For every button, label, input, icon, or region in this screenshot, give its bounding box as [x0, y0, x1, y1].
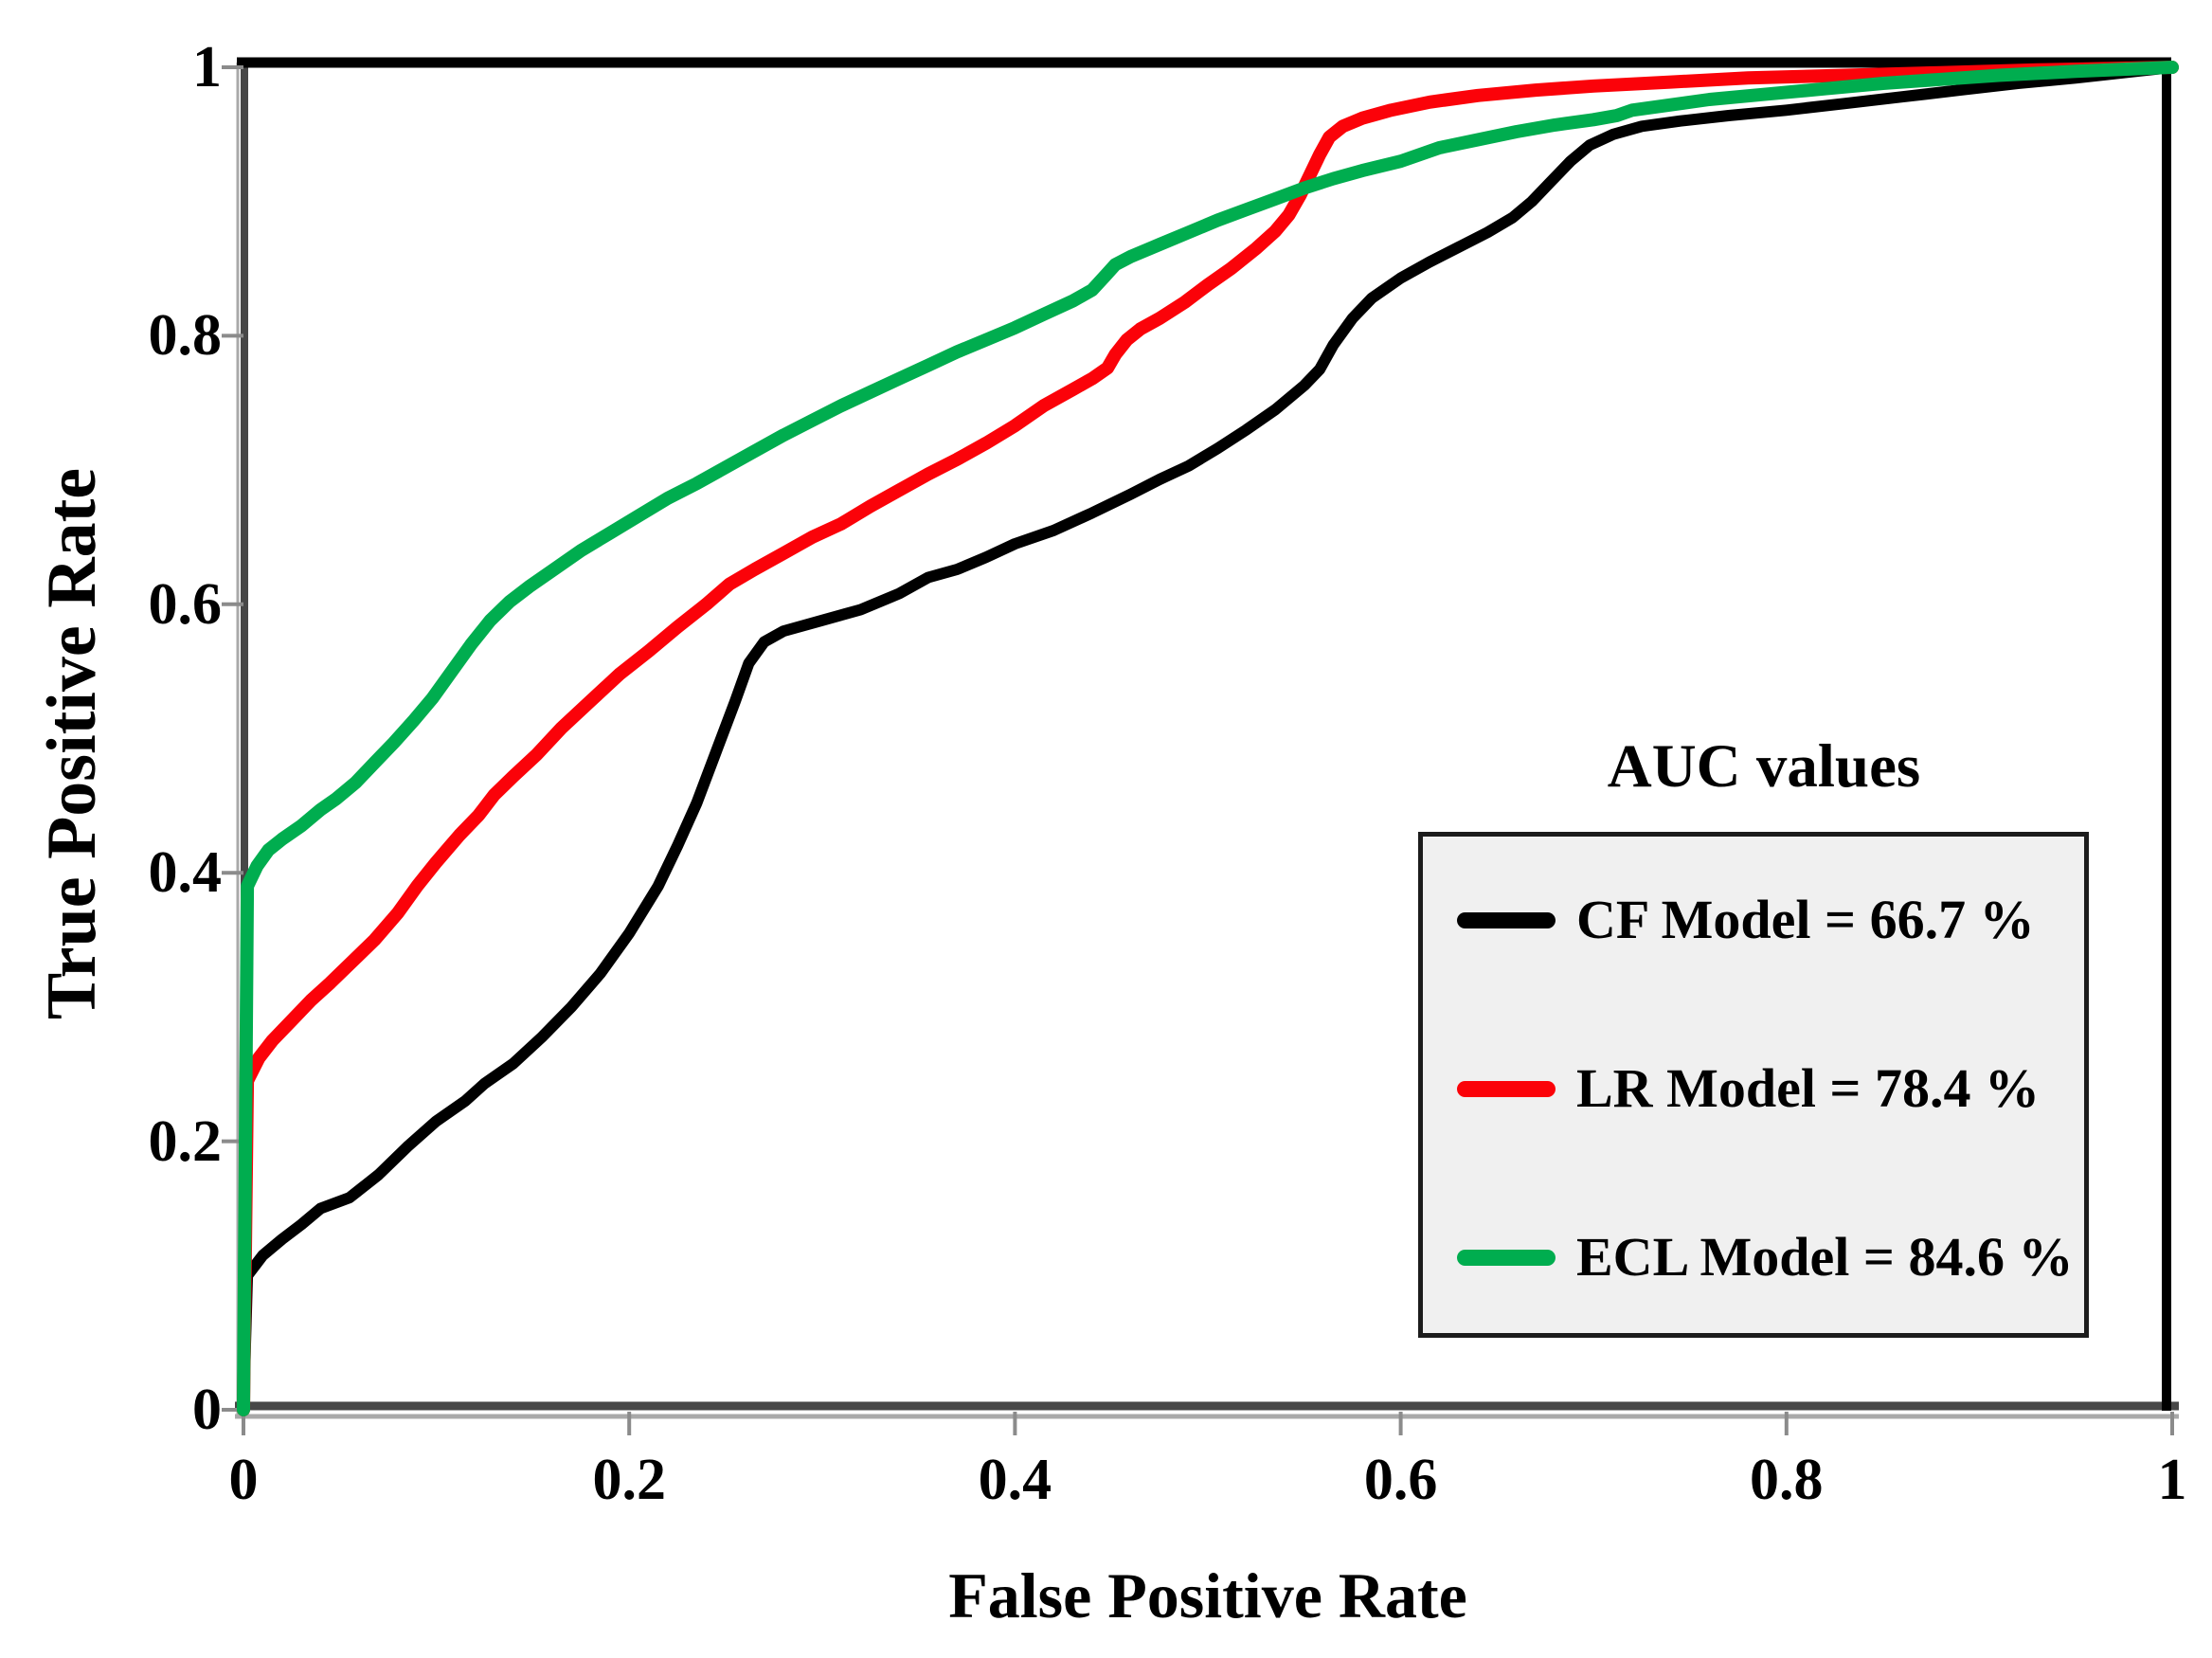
- y-tick-label-0.4: 0.4: [148, 840, 223, 906]
- legend-item-cf-model: CF Model = 66.7 %: [1423, 882, 2084, 958]
- x-tick-label-0.4: 0.4: [978, 1448, 1052, 1512]
- legend-item-lr-model: LR Model = 78.4 %: [1423, 1051, 2084, 1126]
- y-tick-label-0.6: 0.6: [148, 571, 223, 637]
- y-tick-label-1: 1: [192, 35, 222, 99]
- legend-label-lr-model: LR Model = 78.4 %: [1576, 1057, 2040, 1119]
- x-tick-label-0.6: 0.6: [1363, 1448, 1438, 1512]
- legend-label-ecl-model: ECL Model = 84.6 %: [1576, 1226, 2074, 1288]
- ecl-model-curve: [237, 61, 2179, 1416]
- legend-box: CF Model = 66.7 % LR Model = 78.4 % ECL …: [1418, 832, 2089, 1338]
- legend-item-ecl-model: ECL Model = 84.6 %: [1423, 1219, 2084, 1295]
- legend-title: AUC values: [1607, 732, 1921, 801]
- lr-model-line-swatch: [1457, 1080, 1556, 1097]
- cf-model-line-swatch: [1457, 911, 1556, 928]
- lr-model-curve: [237, 61, 2179, 1416]
- legend-label-cf-model: CF Model = 66.7 %: [1576, 889, 2035, 950]
- x-tick-label-0: 0: [228, 1448, 259, 1512]
- x-tick-label-0.2: 0.2: [592, 1448, 666, 1512]
- ecl-model-line-swatch: [1457, 1249, 1556, 1266]
- y-axis-title: True Positive Rate: [33, 467, 111, 1020]
- x-tick-label-1: 1: [2157, 1448, 2187, 1512]
- cf-model-curve: [238, 62, 2178, 1415]
- y-tick-label-0.2: 0.2: [148, 1108, 223, 1174]
- y-tick-label-0: 0: [192, 1378, 222, 1442]
- x-axis-title: False Positive Rate: [948, 1559, 1467, 1631]
- x-tick-label-0.8: 0.8: [1750, 1448, 1824, 1512]
- y-tick-label-0.8: 0.8: [148, 303, 223, 369]
